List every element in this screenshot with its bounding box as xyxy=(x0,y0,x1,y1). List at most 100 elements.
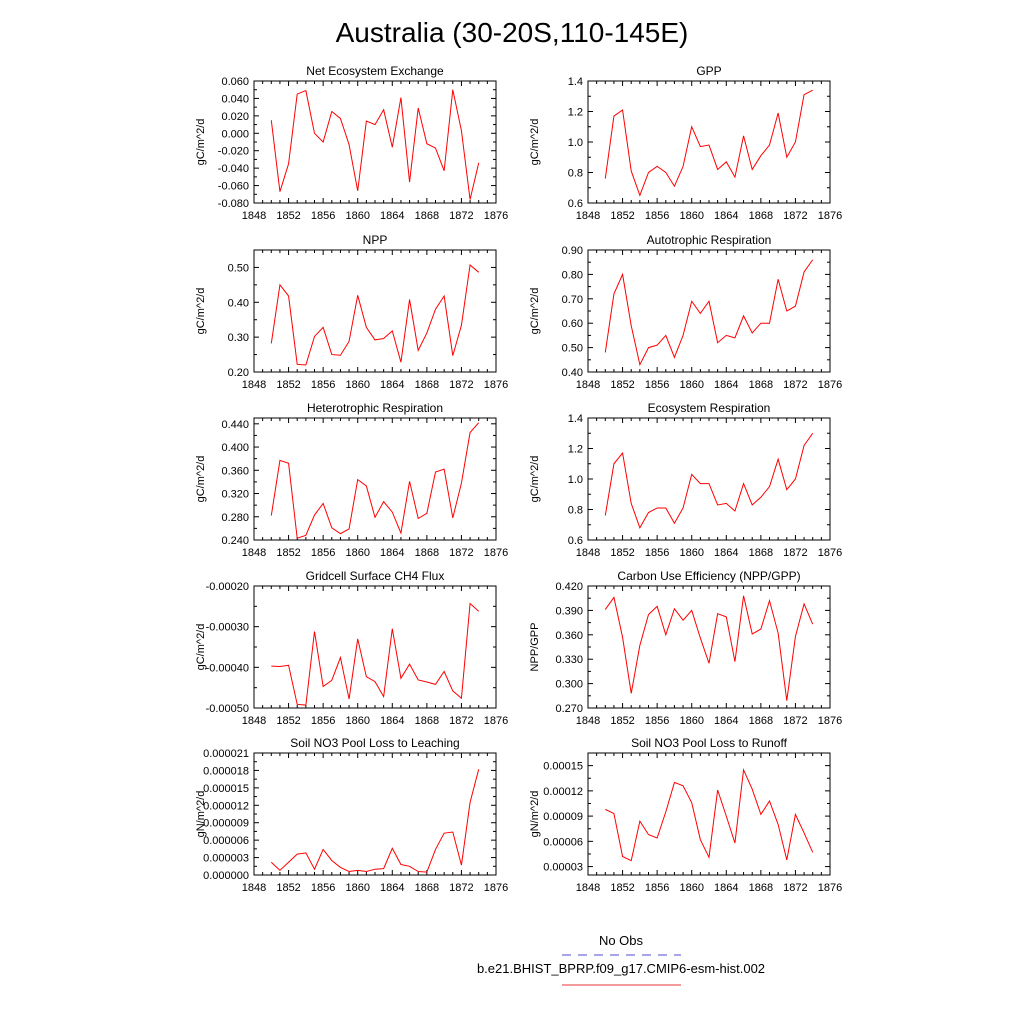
x-tick-label: 1860 xyxy=(679,715,703,727)
panel-soil-no3-pool-loss-to-leaching: Soil NO3 Pool Loss to Leaching 1848 1852 18… xyxy=(195,736,508,894)
panel-title: NPP xyxy=(363,233,388,247)
x-tick-label: 1872 xyxy=(449,210,473,222)
plot-frame xyxy=(587,80,831,204)
panel-npp: NPP 1848 1852 1856 1860 1864 1868 1872 1876 0.20 0… xyxy=(195,233,508,391)
x-tick-label: 1848 xyxy=(576,882,600,894)
x-tick-label: 1852 xyxy=(276,715,300,727)
y-tick-label: 0.70 xyxy=(562,294,583,306)
y-tick-label: 0.020 xyxy=(221,111,249,123)
x-tick-label: 1852 xyxy=(610,547,634,559)
x-tick-label: 1868 xyxy=(749,547,773,559)
y-tick-label: 0.50 xyxy=(228,262,249,274)
x-tick-label: 1872 xyxy=(449,882,473,894)
y-tick-label: -0.040 xyxy=(218,163,249,175)
panel-heterotrophic-respiration: Heterotrophic Respiration 1848 1852 1856 186… xyxy=(195,401,508,559)
y-tick-label: 1.0 xyxy=(568,137,583,149)
y-tick-label: 0.000015 xyxy=(203,783,249,795)
chart-panels: Net Ecosystem Exchange 1848 1852 1856 1860 18… xyxy=(195,64,842,894)
x-tick-label: 1860 xyxy=(679,379,703,391)
y-tick-label: 1.2 xyxy=(568,444,583,456)
x-tick-label: 1864 xyxy=(714,210,738,222)
y-tick-label: 0.300 xyxy=(555,679,583,691)
series-line xyxy=(270,89,480,200)
y-axis-label: gC/m^2/d xyxy=(195,456,207,503)
series-line xyxy=(270,264,480,366)
x-tick-label: 1860 xyxy=(679,210,703,222)
y-tick-label: 0.360 xyxy=(555,630,583,642)
x-tick-label: 1848 xyxy=(242,547,266,559)
x-tick-label: 1876 xyxy=(818,547,842,559)
panel-title: Autotrophic Respiration xyxy=(647,233,772,247)
y-tick-label: 0.000021 xyxy=(203,748,249,760)
x-tick-label: 1876 xyxy=(818,715,842,727)
y-tick-label: 0.330 xyxy=(555,654,583,666)
x-tick-label: 1876 xyxy=(484,547,508,559)
x-tick-label: 1852 xyxy=(610,882,634,894)
panel-gridcell-surface-ch4-flux: Gridcell Surface CH4 Flux 1848 1852 1856 186… xyxy=(195,569,508,727)
x-tick-label: 1856 xyxy=(311,715,335,727)
legend-label-model-run: b.e21.BHIST_BPRP.f09_g17.CMIP6-esm-hist.… xyxy=(477,961,765,976)
legend: No Obs b.e21.BHIST_BPRP.f09_g17.CMIP6-es… xyxy=(477,933,765,986)
y-tick-label: 0.80 xyxy=(562,269,583,281)
y-tick-label: -0.00050 xyxy=(206,703,249,715)
y-tick-label: -0.00030 xyxy=(206,622,249,634)
x-tick-label: 1864 xyxy=(380,547,404,559)
y-tick-label: -0.00020 xyxy=(206,581,249,593)
y-tick-label: 0.060 xyxy=(221,76,249,88)
y-tick-label: -0.00040 xyxy=(206,662,249,674)
x-tick-label: 1876 xyxy=(818,379,842,391)
y-tick-label: 0.00009 xyxy=(543,811,583,823)
y-tick-label: -0.060 xyxy=(218,181,249,193)
x-tick-label: 1852 xyxy=(276,210,300,222)
x-tick-label: 1860 xyxy=(679,547,703,559)
x-tick-label: 1872 xyxy=(783,547,807,559)
series-line xyxy=(270,422,480,539)
plot-frame xyxy=(253,585,497,709)
panel-ecosystem-respiration: Ecosystem Respiration 1848 1852 1856 1860 186… xyxy=(529,401,842,559)
x-tick-label: 1876 xyxy=(484,379,508,391)
x-tick-label: 1868 xyxy=(415,210,439,222)
y-tick-label: 0.390 xyxy=(555,605,583,617)
panel-title: Gridcell Surface CH4 Flux xyxy=(306,569,445,583)
series-line xyxy=(271,602,480,706)
series-line xyxy=(604,432,814,529)
panel-title: Net Ecosystem Exchange xyxy=(306,64,444,78)
y-axis-label: gC/m^2/d xyxy=(195,624,207,671)
panel-soil-no3-pool-loss-to-runoff: Soil NO3 Pool Loss to Runoff 1848 1852 1856… xyxy=(529,736,842,894)
x-tick-label: 1852 xyxy=(610,379,634,391)
series-line xyxy=(605,767,814,862)
series-line xyxy=(270,769,480,873)
panel-carbon-use-efficiency-npp-gpp: Carbon Use Efficiency (NPP/GPP) 1848 1852 1… xyxy=(529,569,842,727)
x-tick-label: 1868 xyxy=(749,379,773,391)
x-tick-label: 1856 xyxy=(645,715,669,727)
x-tick-label: 1868 xyxy=(749,715,773,727)
y-tick-label: 0.440 xyxy=(221,419,249,431)
x-tick-label: 1856 xyxy=(645,210,669,222)
x-tick-label: 1868 xyxy=(749,882,773,894)
x-tick-label: 1864 xyxy=(714,547,738,559)
panel-title: GPP xyxy=(696,64,721,78)
x-tick-label: 1848 xyxy=(242,379,266,391)
y-tick-label: 0.000018 xyxy=(203,765,249,777)
x-tick-label: 1864 xyxy=(714,882,738,894)
x-tick-label: 1868 xyxy=(415,715,439,727)
x-tick-label: 1872 xyxy=(783,882,807,894)
x-tick-label: 1872 xyxy=(783,715,807,727)
y-tick-label: 0.040 xyxy=(221,93,249,105)
x-tick-label: 1852 xyxy=(610,715,634,727)
x-tick-label: 1876 xyxy=(818,210,842,222)
series-line xyxy=(604,89,813,197)
legend-label-no-obs: No Obs xyxy=(599,933,644,948)
y-tick-label: 1.4 xyxy=(568,76,583,88)
x-tick-label: 1856 xyxy=(645,379,669,391)
x-tick-label: 1848 xyxy=(242,715,266,727)
y-tick-label: 0.000003 xyxy=(203,853,249,865)
x-tick-label: 1872 xyxy=(449,547,473,559)
y-tick-label: 0.20 xyxy=(228,367,249,379)
x-tick-label: 1876 xyxy=(484,210,508,222)
x-tick-label: 1872 xyxy=(783,379,807,391)
x-tick-label: 1868 xyxy=(749,210,773,222)
x-tick-label: 1872 xyxy=(783,210,807,222)
figure-title: Australia (30-20S,110-145E) xyxy=(336,17,689,48)
x-tick-label: 1860 xyxy=(345,379,369,391)
